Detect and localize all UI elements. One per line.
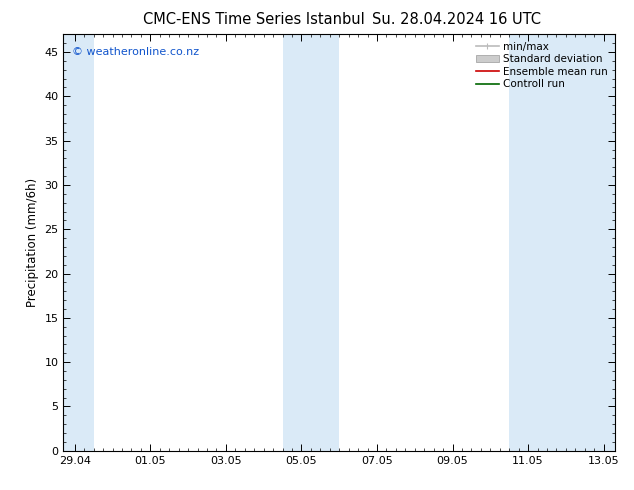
Text: CMC-ENS Time Series Istanbul: CMC-ENS Time Series Istanbul [143,12,365,27]
Bar [283,34,339,451]
Text: © weatheronline.co.nz: © weatheronline.co.nz [72,47,199,57]
Text: Su. 28.04.2024 16 UTC: Su. 28.04.2024 16 UTC [372,12,541,27]
Bar [509,34,623,451]
Y-axis label: Precipitation (mm/6h): Precipitation (mm/6h) [26,178,39,307]
Bar [56,34,94,451]
Legend: min/max, Standard deviation, Ensemble mean run, Controll run: min/max, Standard deviation, Ensemble me… [474,40,610,92]
